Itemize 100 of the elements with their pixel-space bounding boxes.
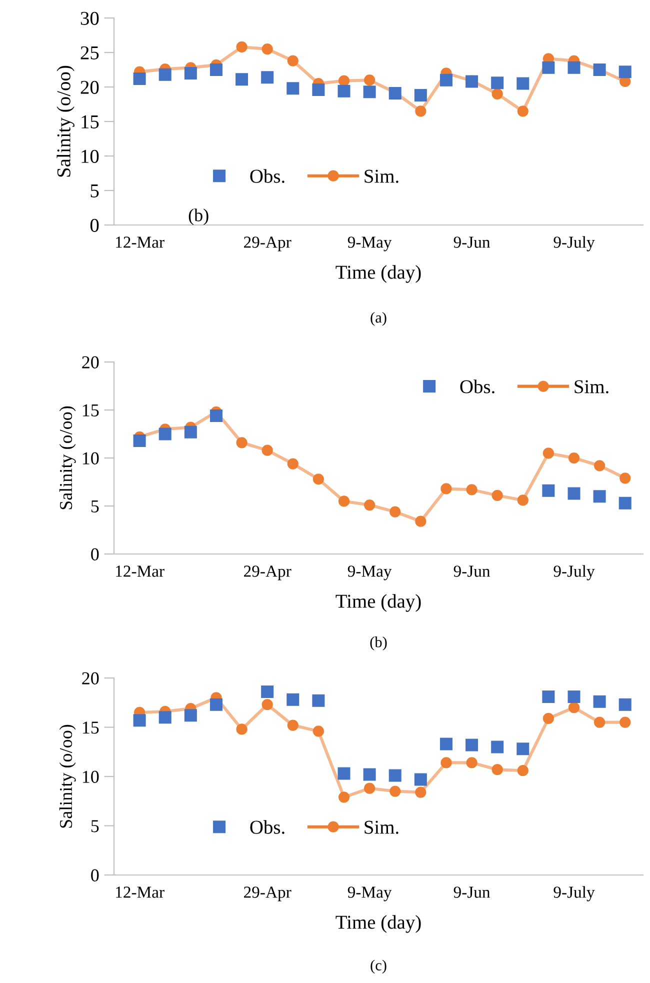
point: [516, 742, 530, 756]
point: [236, 73, 248, 86]
point: [338, 496, 350, 507]
point: [440, 483, 452, 494]
x-tick-label: 9-May: [348, 566, 392, 580]
x-tick-label: 29-Apr: [244, 886, 292, 902]
point: [492, 88, 503, 100]
point: [466, 757, 478, 768]
point: [414, 89, 427, 102]
point: [568, 690, 580, 703]
point: [440, 757, 452, 768]
y-axis-title: Salinity (o/oo): [59, 406, 76, 510]
point: [236, 437, 248, 448]
y-tick-label: 0: [91, 548, 99, 560]
y-tick-label: 15: [82, 115, 99, 128]
point: [158, 428, 172, 440]
point: [363, 86, 376, 98]
point: [338, 84, 350, 98]
point: [364, 782, 376, 794]
y-tick-label: 0: [90, 218, 99, 232]
annotation: (b): [188, 208, 208, 225]
point: [542, 448, 554, 459]
y-axis-title: Salinity (o/oo): [59, 724, 76, 828]
point: [542, 712, 554, 724]
y-tick-label: 15: [82, 404, 99, 416]
point: [516, 77, 530, 90]
y-tick-label: 10: [82, 150, 99, 163]
point: [364, 74, 376, 86]
text: (b): [370, 636, 387, 650]
legend-label: Sim.: [364, 820, 398, 834]
point: [414, 773, 427, 786]
point: [184, 426, 197, 438]
x-tick-label: 9-May: [348, 886, 392, 902]
point: [466, 738, 478, 752]
point: [440, 738, 452, 750]
point: [158, 711, 172, 724]
x-tick-label: 9-July: [554, 565, 595, 580]
point: [388, 769, 402, 782]
x-tick-label: 12-Mar: [116, 236, 164, 248]
y-tick-label: 20: [80, 80, 99, 94]
point: [517, 494, 528, 506]
text: (c): [370, 960, 386, 974]
point: [568, 487, 580, 500]
x-axis-title: Time (day): [336, 265, 421, 283]
point: [594, 716, 606, 728]
point: [184, 709, 197, 722]
point: [210, 698, 222, 711]
point: [262, 444, 273, 456]
y-tick-label: 5: [91, 500, 99, 512]
point: [618, 698, 632, 711]
y-tick-label: 0: [91, 869, 99, 882]
text: (a): [370, 312, 386, 326]
point: [542, 61, 555, 74]
x-tick-label: 9-Jun: [454, 236, 490, 248]
x-tick-label: 9-July: [554, 236, 595, 252]
point: [286, 693, 300, 706]
point: [262, 43, 273, 55]
point: [133, 72, 146, 85]
point: [466, 484, 478, 496]
point: [236, 724, 248, 735]
point: [517, 765, 528, 776]
x-tick-label: 29-Apr: [244, 566, 292, 580]
legend-label: Obs.: [250, 820, 284, 834]
point: [338, 75, 350, 86]
point: [542, 690, 555, 703]
legend-label: Sim.: [364, 170, 398, 183]
point: [261, 71, 274, 84]
x-tick-label: 9-Jun: [454, 566, 490, 577]
x-axis-title: Time (day): [336, 915, 421, 933]
point: [390, 506, 401, 518]
point: [620, 472, 631, 484]
point: [312, 726, 324, 737]
point: [133, 714, 146, 727]
y-tick-label: 15: [82, 722, 99, 734]
point: [287, 458, 298, 470]
y-tick-label: 25: [80, 46, 99, 60]
point: [415, 516, 426, 527]
y-tick-label: 20: [82, 356, 99, 368]
legend-label: Obs.: [460, 380, 494, 394]
point: [415, 786, 426, 798]
point: [618, 496, 632, 510]
point: [568, 452, 580, 464]
point: [568, 61, 580, 74]
x-tick-label: 12-Mar: [116, 886, 164, 898]
point: [593, 695, 606, 708]
point: [594, 460, 606, 472]
y-tick-label: 10: [82, 452, 99, 464]
point: [491, 740, 504, 754]
point: [338, 792, 350, 803]
point: [364, 499, 376, 511]
y-tick-label: 20: [82, 672, 99, 684]
point: [568, 702, 580, 714]
point: [492, 490, 503, 501]
y-tick-label: 10: [82, 770, 99, 783]
point: [390, 786, 401, 797]
x-tick-label: 9-July: [554, 886, 595, 902]
point: [312, 474, 324, 485]
point: [210, 63, 222, 76]
point: [542, 484, 555, 497]
point: [491, 76, 504, 90]
